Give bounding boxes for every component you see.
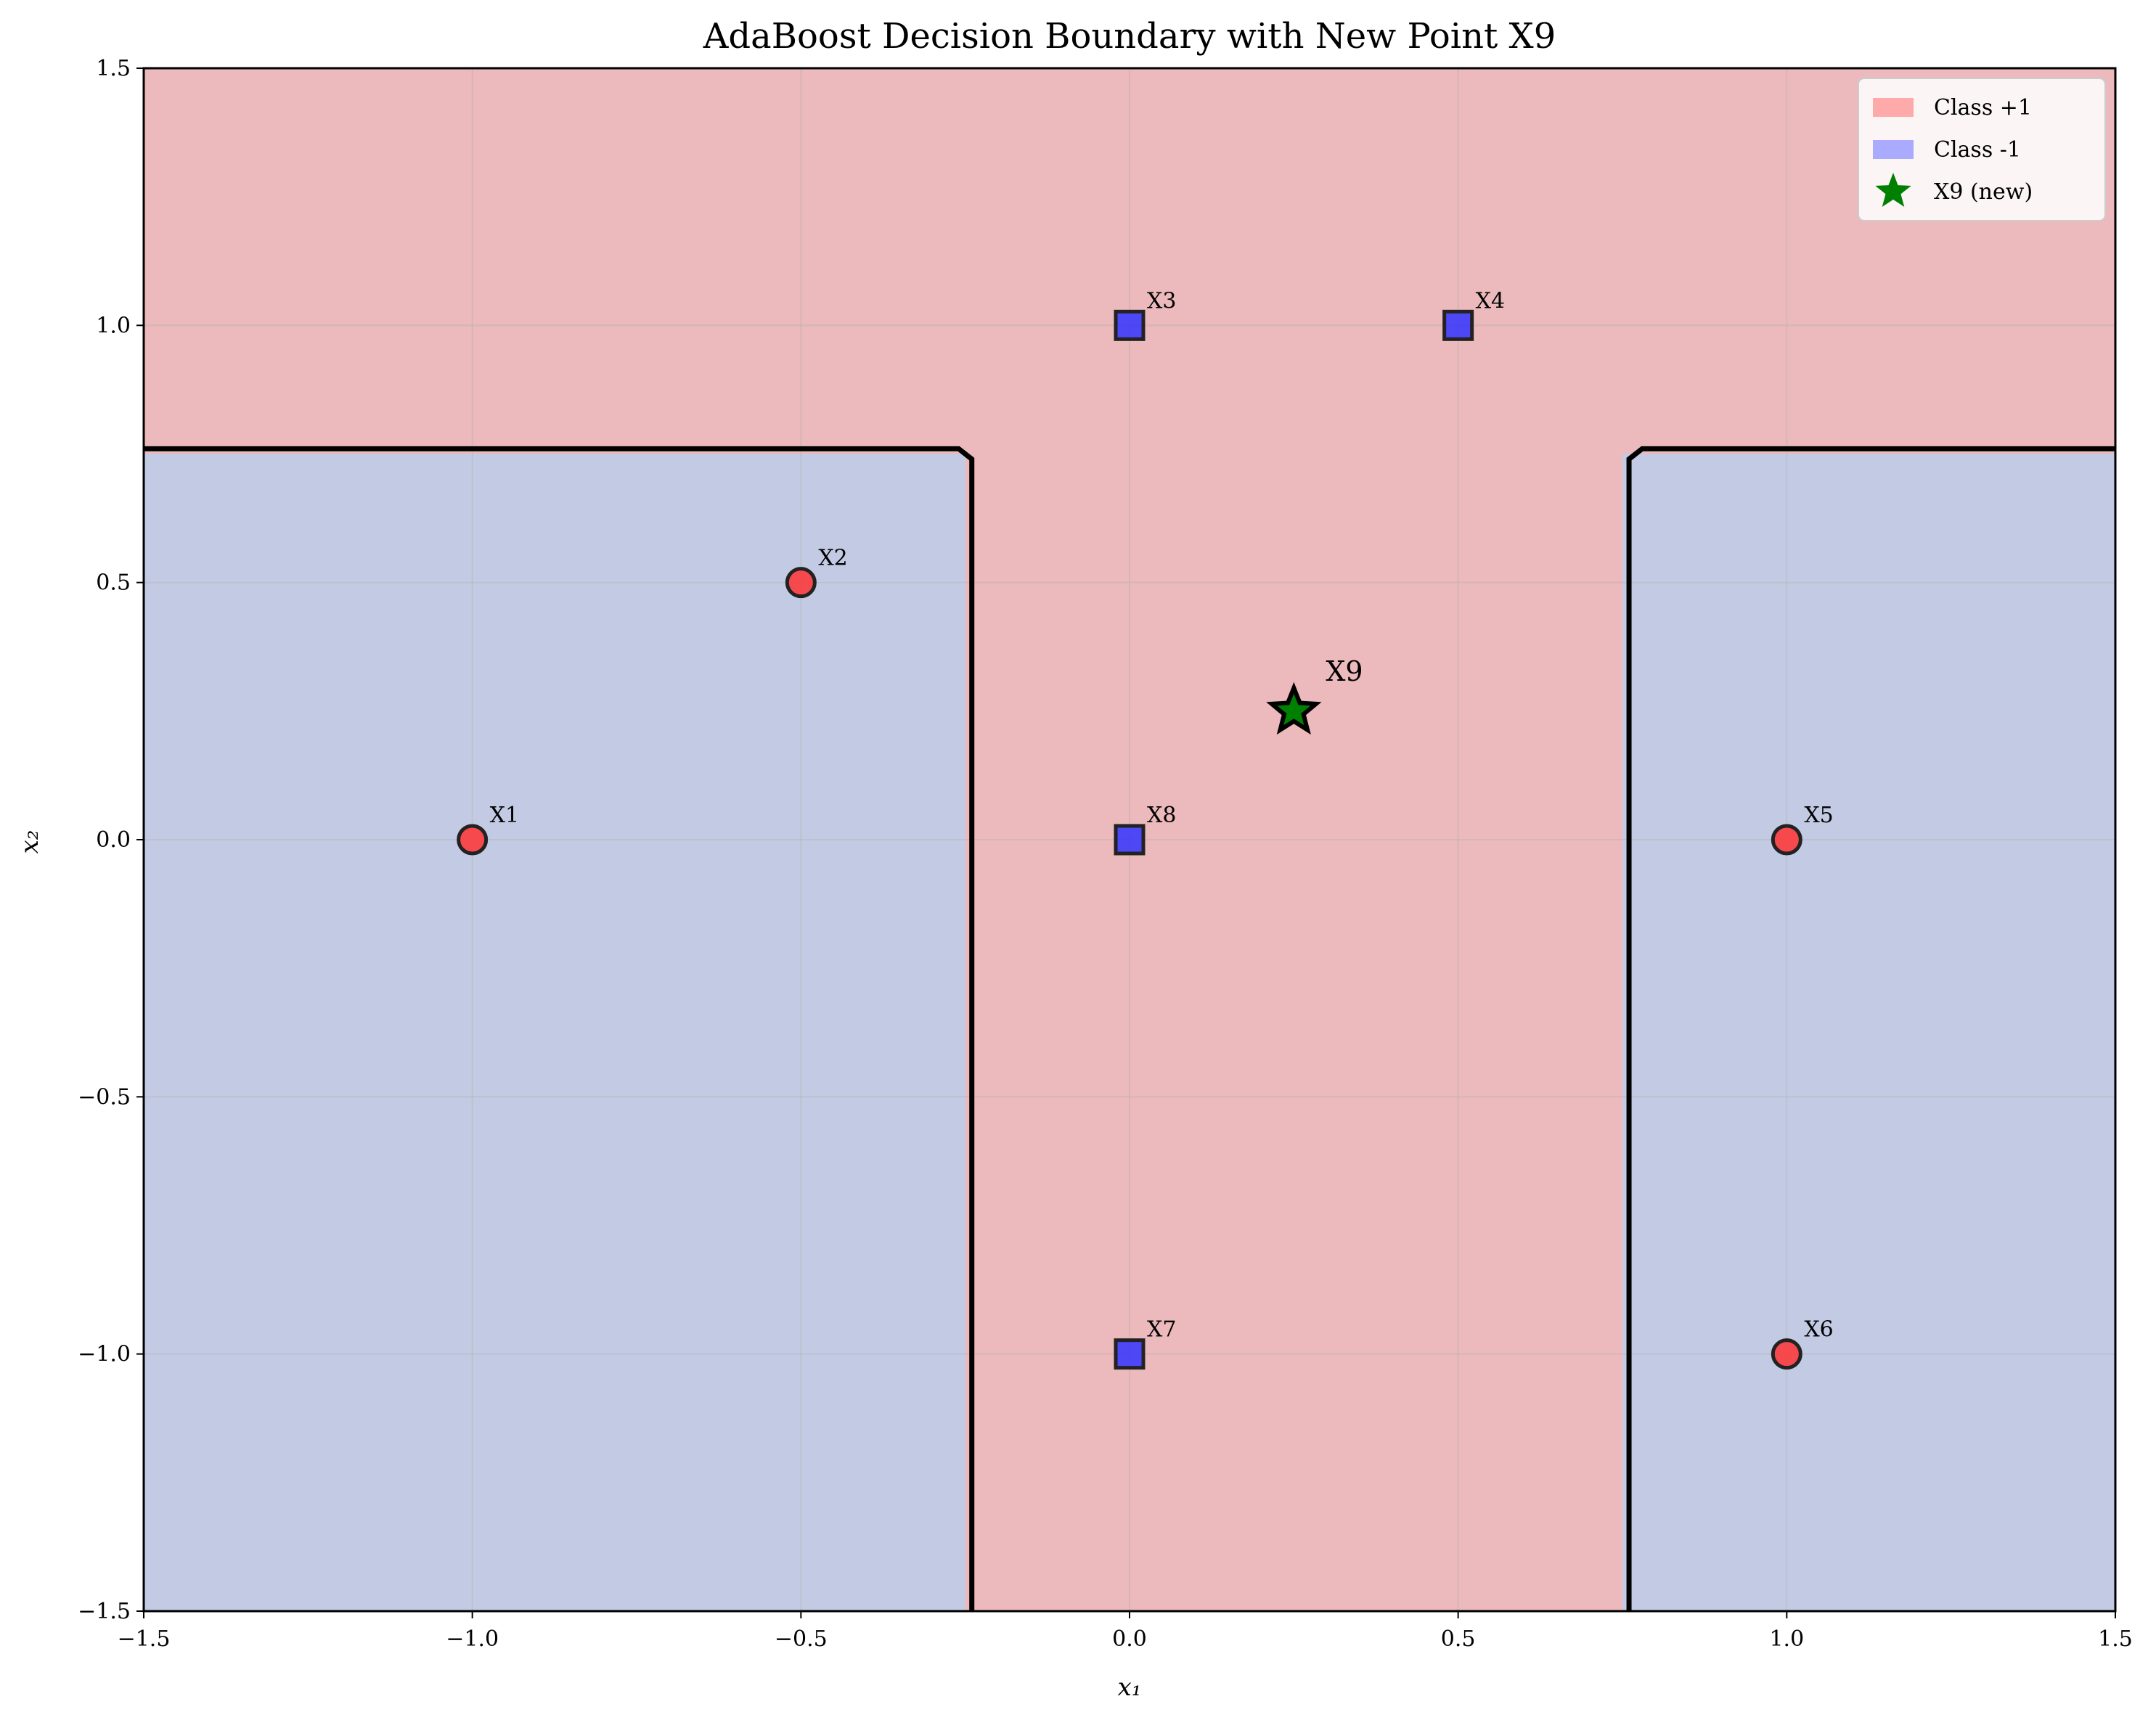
point-x5	[1771, 824, 1802, 856]
y-tick-label: 0.5	[96, 570, 131, 596]
point-label-x7: X7	[1147, 1317, 1176, 1343]
x-tick-label: 1.0	[1769, 1626, 1804, 1652]
point-label-x3: X3	[1147, 288, 1176, 314]
decision-boundary-2	[1626, 446, 2115, 1611]
y-tick-label: −1.0	[78, 1342, 131, 1367]
point-label-x6: X6	[1804, 1317, 1833, 1343]
y-tick-label: 1.5	[96, 56, 131, 81]
x-tick-label: −0.5	[775, 1626, 828, 1652]
x-tick-label: −1.0	[446, 1626, 499, 1652]
x-tick-label: −1.5	[118, 1626, 171, 1652]
x-axis-label: x₁	[1118, 1673, 1142, 1702]
axis-ticks: −1.5 −1.0 −0.5 0.0 0.5 1.0 1.5 −1.5 −1.0 −0.5 0.0 0…	[78, 56, 2133, 1652]
point-x8	[1114, 824, 1146, 856]
legend: Class +1 Class -1 X9 (new)	[1858, 78, 2106, 221]
point-label-x1: X1	[490, 803, 519, 828]
region-class-neg-1	[144, 454, 965, 1611]
x-tick-label: 0.0	[1112, 1626, 1147, 1652]
y-tick-label: 1.0	[96, 313, 131, 338]
legend-star-icon	[1875, 173, 1911, 208]
legend-label-2: Class -1	[1934, 137, 2021, 163]
point-label-x5: X5	[1804, 803, 1833, 828]
new-point-x9	[1266, 681, 1322, 735]
legend-label-3: X9 (new)	[1934, 179, 2033, 205]
decision-boundary-1	[144, 446, 975, 1611]
point-label-x4: X4	[1476, 288, 1505, 314]
legend-label-1: Class +1	[1934, 95, 2032, 120]
point-x7	[1114, 1338, 1146, 1370]
point-x2	[785, 567, 817, 599]
y-axis-label: x₂	[15, 830, 44, 854]
point-label-x8: X8	[1147, 803, 1176, 828]
legend-swatch-1	[1873, 98, 1914, 117]
x-tick-label: 1.5	[2098, 1626, 2133, 1652]
plot-area: X1 X2 X3 X4 X5 X6 X7 X8 X9	[142, 67, 2117, 1613]
legend-swatch-2	[1873, 140, 1914, 159]
point-x3	[1114, 309, 1146, 341]
legend-box	[1858, 78, 2106, 221]
chart-title: AdaBoost Decision Boundary with New Poin…	[703, 16, 1556, 57]
point-x4	[1442, 309, 1474, 341]
point-label-x2: X2	[818, 546, 847, 571]
new-point-label: X9	[1326, 655, 1363, 687]
region-class-neg-2	[1622, 454, 2115, 1611]
y-tick-label: −0.5	[78, 1084, 131, 1110]
x-tick-label: 0.5	[1441, 1626, 1476, 1652]
y-tick-label: 0.0	[96, 827, 131, 853]
point-x1	[457, 824, 489, 856]
point-x6	[1771, 1338, 1802, 1370]
y-tick-label: −1.5	[78, 1599, 131, 1624]
